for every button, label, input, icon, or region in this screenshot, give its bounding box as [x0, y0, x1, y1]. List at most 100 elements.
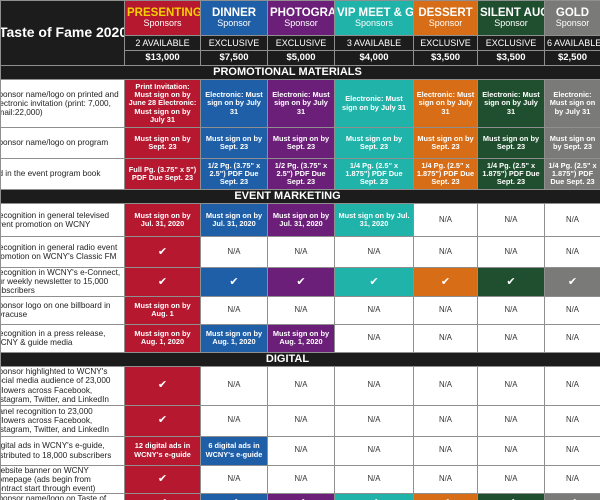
benefit-description: Ad in the event program book [0, 158, 125, 190]
check-icon: ✔ [124, 493, 201, 500]
price-row: $13,000 $7,500 $5,000 $4,000 $3,500 $3,500 $2,… [1, 50, 600, 66]
tier-availability: 6 AVAILABLE [544, 35, 600, 51]
benefit-label: Ad in the event program book [0, 169, 101, 179]
benefit-row: Recognition in general televised event p… [0, 203, 600, 237]
benefit-cell: Must sign on by Sept. 23 [413, 127, 478, 159]
tier-availability: EXCLUSIVE [200, 35, 268, 51]
tier-price: $2,500 [544, 50, 600, 66]
benefit-description: Recognition in WCNY's e-Connect, our wee… [0, 267, 125, 297]
not-available-cell: N/A [267, 435, 335, 466]
tier-header-photography: PHOTOGRAPHYSponsor [267, 0, 335, 36]
tier-availability: EXCLUSIVE [267, 35, 335, 51]
benefit-row: Sponsor logo on one billboard in Syracus… [0, 295, 600, 325]
tier-name: GOLD [555, 7, 590, 20]
not-available-cell: N/A [413, 203, 478, 237]
not-available-cell: N/A [200, 236, 268, 268]
benefit-cell: 1/2 Pg. (3.75" x 2.5") PDF Due Sept. 23 [267, 158, 335, 190]
benefit-description: Sponsor name/logo on printed and electro… [0, 79, 125, 128]
not-available-cell: N/A [413, 464, 478, 495]
tier-availability: 2 AVAILABLE [124, 35, 201, 51]
benefit-label: Recognition in general televised event p… [0, 210, 110, 229]
tier-name: DESSERT [418, 7, 473, 20]
benefit-row: Ad in the event program book Full Pg. (3.… [0, 158, 600, 190]
benefit-row: Recognition in general radio event promo… [0, 236, 600, 268]
benefit-row: Sponsor highlighted to WCNY's social med… [0, 365, 600, 406]
check-icon: ✔ [124, 464, 201, 495]
tier-price: $7,500 [200, 50, 268, 66]
section-title: DIGITAL [265, 352, 310, 365]
not-available-cell: N/A [544, 464, 600, 495]
benefit-cell: Must sign on by Sept. 23 [334, 127, 414, 159]
benefit-label: Sponsor name/logo on Taste of Fame websi… [2, 494, 107, 500]
check-icon: ✔ [413, 493, 478, 500]
not-available-cell: N/A [544, 365, 600, 406]
not-available-cell: N/A [544, 295, 600, 325]
section-title: PROMOTIONAL MATERIALS [213, 66, 362, 79]
tier-header-dessert: DESSERT Sponsor [413, 0, 478, 36]
tier-price: $3,500 [413, 50, 478, 66]
benefit-row: Digital ads in WCNY's e-guide, distribut… [0, 435, 600, 466]
not-available-cell: N/A [413, 295, 478, 325]
not-available-cell: N/A [477, 236, 545, 268]
not-available-cell: N/A [334, 404, 414, 437]
benefit-description: Recognition in general televised event p… [0, 203, 125, 237]
not-available-cell: N/A [477, 323, 545, 353]
not-available-cell: N/A [544, 404, 600, 437]
tier-header-vip-meet-greet: VIP MEET & GREETSponsors [334, 0, 414, 36]
benefit-label: Panel recognition to 23,000 followers ac… [0, 406, 109, 435]
check-icon: ✔ [477, 493, 545, 500]
benefit-description: Recognition in general radio event promo… [0, 236, 125, 268]
not-available-cell: N/A [477, 295, 545, 325]
benefit-cell: Must sign on by Aug. 1, 2020 [267, 323, 335, 353]
check-icon: ✔ [544, 267, 600, 297]
not-available-cell: N/A [334, 464, 414, 495]
benefit-description: Sponsor name/logo on program [0, 127, 125, 159]
benefit-cell: Must sign on by Aug. 1, 2020 [124, 323, 201, 353]
not-available-cell: N/A [413, 323, 478, 353]
not-available-cell: N/A [267, 404, 335, 437]
benefit-cell: Must sign on by Sept. 23 [124, 127, 201, 159]
benefit-description: Recognition in a press release, WCNY & g… [0, 323, 125, 353]
tier-header-dinner: DINNER Sponsor [200, 0, 268, 36]
not-available-cell: N/A [413, 404, 478, 437]
tier-name: DINNER [211, 7, 257, 20]
section-title-cell: PROMOTIONAL MATERIALS [0, 65, 600, 80]
not-available-cell: N/A [334, 323, 414, 353]
check-icon: ✔ [200, 267, 268, 297]
benefit-cell: Must sign on by Sept. 23 [267, 127, 335, 159]
tier-availability: EXCLUSIVE [477, 35, 545, 51]
benefit-label: Recognition in a press release, WCNY & g… [0, 328, 106, 348]
benefit-cell: Print Invitation: Must sign on by June 2… [124, 79, 201, 128]
tier-name: VIP MEET & GREET [337, 7, 414, 20]
not-available-cell: N/A [267, 365, 335, 406]
benefit-description: Sponsor highlighted to WCNY's social med… [0, 365, 125, 406]
benefit-cell: 12 digital ads in WCNY's e-guide [124, 435, 201, 466]
check-icon: ✔ [334, 493, 414, 500]
tier-header-row: Taste of Fame 2020 PRESENTING Sponsors DINN… [0, 0, 600, 66]
benefit-cell: Must sign on by Sept. 23 [544, 127, 600, 159]
tier-subtitle: Sponsor [217, 18, 251, 29]
tier-subtitle: Sponsor [494, 18, 528, 29]
check-icon: ✔ [544, 493, 600, 500]
benefit-cell: Must sign on by Jul. 31, 2020 [267, 203, 335, 237]
tier-subtitle: Sponsor [284, 18, 318, 29]
not-available-cell: N/A [544, 323, 600, 353]
check-icon: ✔ [124, 236, 201, 268]
benefit-cell: Must sign on by Jul. 31, 2020 [334, 203, 414, 237]
not-available-cell: N/A [544, 435, 600, 466]
not-available-cell: N/A [200, 365, 268, 406]
section-header: DIGITAL [0, 351, 600, 367]
benefit-row: Recognition in a press release, WCNY & g… [0, 323, 600, 353]
check-icon: ✔ [124, 365, 201, 406]
benefit-description: Sponsor logo on one billboard in Syracus… [0, 295, 125, 325]
benefit-cell: Electronic: Must sign on by July 31 [413, 79, 478, 128]
not-available-cell: N/A [200, 295, 268, 325]
tier-price: $3,500 [477, 50, 545, 66]
not-available-cell: N/A [267, 236, 335, 268]
benefit-row: Recognition in WCNY's e-Connect, our wee… [0, 267, 600, 297]
benefit-label: Digital ads in WCNY's e-guide, distribut… [0, 441, 112, 460]
benefit-cell: Must sign on by Jul. 31, 2020 [200, 203, 268, 237]
benefit-cell: 1/4 Pg. (2.5" x 1.875") PDF Due Sept. 23 [477, 158, 545, 190]
benefit-description: Website banner on WCNY homepage (ads beg… [0, 464, 125, 495]
